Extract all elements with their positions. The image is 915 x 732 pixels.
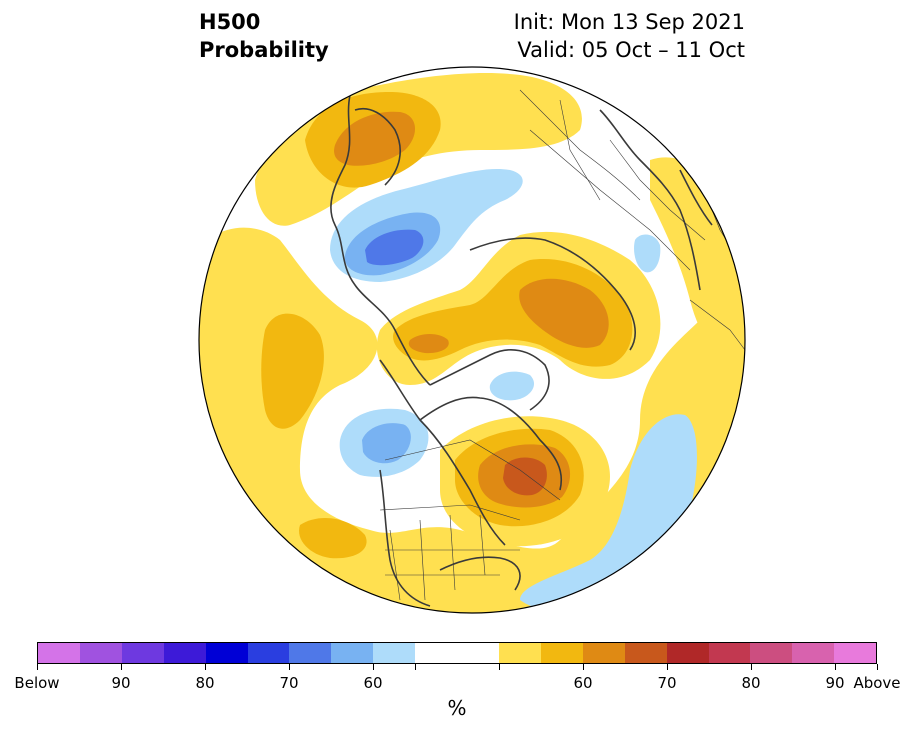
colorbar-segment [121,643,164,663]
colorbar-segment [373,643,416,663]
colorbar-segment [792,643,835,663]
colorbar-segment [205,643,248,663]
colorbar-unit-label: % [447,696,467,720]
above80-southeast [503,457,547,496]
coastlines [330,94,713,607]
colorbar-tick-label: 60 [363,674,383,692]
colorbar-tick [498,664,500,670]
above70-northwest [334,111,416,166]
colorbar-tick [876,664,878,670]
map-fill-layer [199,67,745,613]
below-region-central [489,371,535,401]
colorbar-segment [79,643,122,663]
valid-range: Valid: 05 Oct – 11 Oct [517,38,745,62]
colorbar-segment [38,643,80,663]
colorbar-tick [666,664,668,670]
colorbar-segment [457,643,499,663]
colorbar-segment [834,643,877,663]
title-field: Probability [199,38,329,62]
above70-central [519,278,609,348]
colorbar-segment [750,643,793,663]
colorbar-tick-label: 80 [741,674,761,692]
title-variable: H500 [199,10,261,34]
globe-outline [198,66,746,614]
colorbar-segment [708,643,751,663]
init-date: Init: Mon 13 Sep 2021 [513,10,745,34]
colorbar [37,642,877,664]
colorbar-segment [331,643,374,663]
colorbar-segment [247,643,290,663]
colorbar-segment [289,643,332,663]
title-right: Init: Mon 13 Sep 2021 Valid: 05 Oct – 11… [514,8,745,64]
colorbar-tick [288,664,290,670]
colorbar-tick-label: 90 [111,674,131,692]
colorbar-tick [372,664,374,670]
colorbar-segment [666,643,709,663]
above60-west [261,313,324,429]
colorbar-segment [163,643,206,663]
colorbar-segment [624,643,667,663]
colorbar-tick [204,664,206,670]
colorbar-segment [582,643,625,663]
colorbar-tick-label: 70 [279,674,299,692]
colorbar-tick-label: 80 [195,674,215,692]
title-left: H500 Probability [199,8,329,64]
above60-south [299,517,367,559]
colorbar-tick [36,664,38,670]
below-region-small-east [634,234,661,273]
colorbar-tick [120,664,122,670]
colorbar-tick-label: Below [14,674,60,692]
polar-map [198,66,746,614]
colorbar-tick [414,664,416,670]
colorbar-tick-label: 90 [825,674,845,692]
colorbar-tick [834,664,836,670]
below70-west [362,423,411,464]
colorbar-tick [750,664,752,670]
below80-northwest [365,229,424,266]
colorbar-tick-label: Above [853,674,901,692]
above70-small [408,334,449,354]
colorbar-tick [582,664,584,670]
colorbar-tick-label: 70 [657,674,677,692]
colorbar-tick-label: 60 [573,674,593,692]
colorbar-segment [415,643,458,663]
colorbar-segment [498,643,541,663]
colorbar-segment [540,643,583,663]
